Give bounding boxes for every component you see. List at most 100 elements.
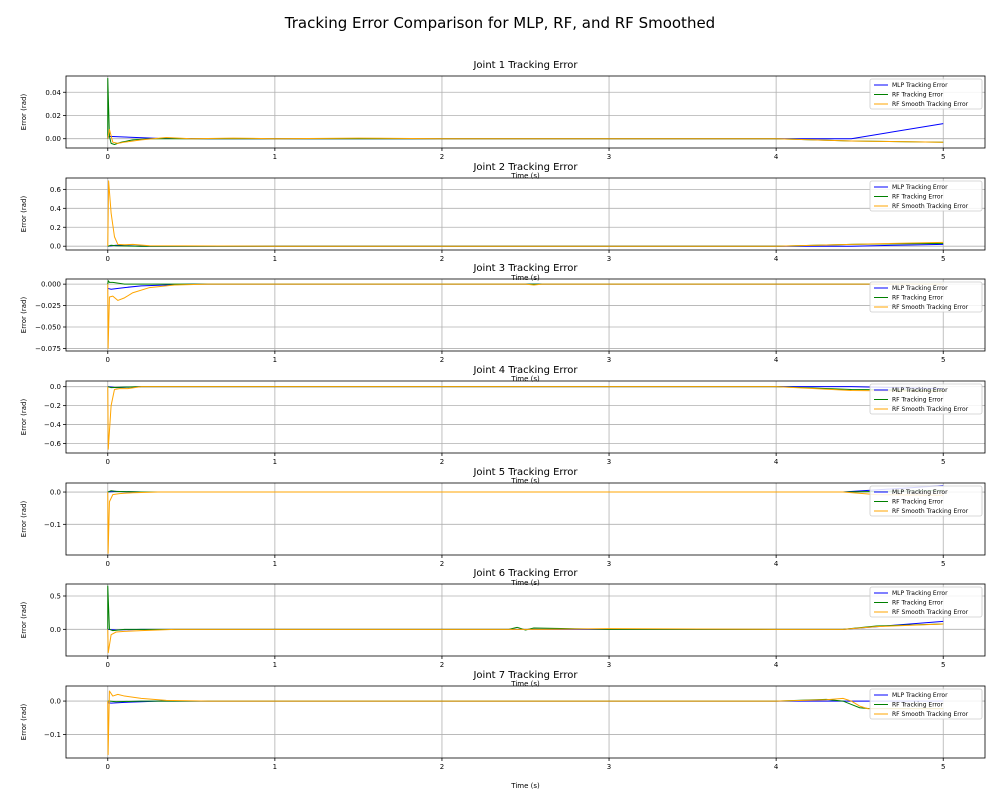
legend-entry: RF Smooth Tracking Error <box>892 304 969 311</box>
x-tick-label: 5 <box>941 661 945 669</box>
legend-box <box>869 688 983 720</box>
y-axis-label: Error (rad) <box>20 501 28 538</box>
legend: MLP Tracking Error RF Tracking Error RF Sm… <box>869 688 983 720</box>
series-line-rf-smooth <box>107 491 944 554</box>
legend-entry: MLP Tracking Error <box>892 285 948 292</box>
legend-box <box>869 383 983 415</box>
x-tick-label: 5 <box>941 356 945 364</box>
y-tick-label: −0.075 <box>35 345 61 353</box>
y-tick-label: 0.5 <box>50 593 61 601</box>
y-tick-label: −0.1 <box>44 521 61 529</box>
legend-entry: MLP Tracking Error <box>892 82 948 89</box>
x-tick-label: 3 <box>607 255 611 263</box>
x-tick-label: 4 <box>774 661 779 669</box>
x-axis-label: Time (s) <box>510 375 540 383</box>
x-tick-label: 0 <box>106 153 110 161</box>
legend-entry: RF Smooth Tracking Error <box>892 406 969 413</box>
legend-box <box>869 586 983 618</box>
x-tick-label: 5 <box>941 255 945 263</box>
x-tick-label: 4 <box>774 560 779 568</box>
x-tick-label: 4 <box>774 153 779 161</box>
y-tick-label: 0.2 <box>50 224 61 232</box>
x-tick-label: 4 <box>774 356 779 364</box>
x-tick-label: 1 <box>273 458 277 466</box>
series-line-rf <box>107 77 944 146</box>
y-tick-label: 0.04 <box>45 89 61 97</box>
subplot-title: Joint 6 Tracking Error <box>472 568 578 579</box>
axes-frame <box>65 278 986 352</box>
y-tick-label: 0.6 <box>50 186 62 194</box>
subplot-joint-1: Joint 1 Tracking Error 0 1 2 3 4 5 0.00 0.02 0.04… <box>20 60 986 180</box>
y-tick-label: −0.050 <box>35 324 61 332</box>
x-tick-label: 1 <box>273 560 277 568</box>
series-line-rf-smooth <box>107 690 944 756</box>
axes-frame <box>65 583 986 657</box>
subplot-title: Joint 3 Tracking Error <box>472 263 578 274</box>
y-tick-label: 0.02 <box>45 112 61 120</box>
axes-frame <box>65 75 986 149</box>
x-tick-label: 3 <box>607 560 611 568</box>
series-line-rf-smooth <box>107 180 944 247</box>
y-tick-label: 0.0 <box>50 243 61 251</box>
legend-box <box>869 485 983 517</box>
x-axis-label: Time (s) <box>510 680 540 688</box>
x-tick-label: 0 <box>106 661 110 669</box>
subplot-joint-5: Joint 5 Tracking Error 0 1 2 3 4 5 0.0 −0.1 Time … <box>20 467 986 587</box>
x-tick-label: 4 <box>774 458 779 466</box>
legend-entry: RF Tracking Error <box>892 397 944 404</box>
x-tick-label: 3 <box>607 458 611 466</box>
axes-frame <box>65 685 986 759</box>
legend-box <box>869 180 983 212</box>
axes-frame <box>65 380 986 454</box>
x-tick-label: 5 <box>941 560 945 568</box>
y-tick-label: 0.00 <box>45 135 61 143</box>
x-tick-label: 0 <box>106 255 110 263</box>
legend-entry: RF Smooth Tracking Error <box>892 609 969 616</box>
x-tick-label: 0 <box>106 560 110 568</box>
subplot-title: Joint 1 Tracking Error <box>472 60 578 71</box>
y-tick-label: −0.025 <box>35 302 61 310</box>
legend-entry: MLP Tracking Error <box>892 489 948 496</box>
x-tick-label: 4 <box>774 255 779 263</box>
series-line-mlp <box>107 123 944 140</box>
legend-entry: RF Smooth Tracking Error <box>892 101 969 108</box>
axes-frame <box>65 177 986 251</box>
series-line-rf-smooth <box>107 128 944 144</box>
y-tick-label: 0.0 <box>50 626 61 634</box>
series-line-rf-smooth <box>107 386 944 450</box>
y-axis-label: Error (rad) <box>20 94 28 131</box>
series-line-rf-smooth <box>107 623 944 654</box>
x-tick-label: 5 <box>941 153 945 161</box>
legend-box <box>869 281 983 313</box>
x-tick-label: 2 <box>440 661 444 669</box>
x-tick-label: 3 <box>607 763 611 771</box>
axes-frame <box>65 482 986 556</box>
x-tick-label: 3 <box>607 356 611 364</box>
subplot-joint-7: Joint 7 Tracking Error 0 1 2 3 4 5 0.0 −0.1 Time … <box>20 670 986 790</box>
legend-entry: MLP Tracking Error <box>892 692 948 699</box>
y-axis-label: Error (rad) <box>20 297 28 334</box>
y-tick-label: −0.6 <box>44 440 62 448</box>
x-axis-label: Time (s) <box>510 782 540 790</box>
legend: MLP Tracking Error RF Tracking Error RF Sm… <box>869 281 983 313</box>
subplot-title: Joint 2 Tracking Error <box>472 162 578 173</box>
x-axis-label: Time (s) <box>510 274 540 282</box>
x-tick-label: 0 <box>106 763 110 771</box>
legend-entry: MLP Tracking Error <box>892 387 948 394</box>
x-axis-label: Time (s) <box>510 172 540 180</box>
x-axis-label: Time (s) <box>510 579 540 587</box>
y-tick-label: −0.1 <box>44 731 61 739</box>
legend-entry: RF Tracking Error <box>892 499 944 506</box>
legend-entry: MLP Tracking Error <box>892 590 948 597</box>
x-tick-label: 4 <box>774 763 779 771</box>
legend-entry: RF Tracking Error <box>892 194 944 201</box>
y-tick-label: 0.4 <box>50 205 62 213</box>
x-tick-label: 1 <box>273 661 277 669</box>
x-tick-label: 1 <box>273 255 277 263</box>
x-tick-label: 2 <box>440 458 444 466</box>
legend: MLP Tracking Error RF Tracking Error RF Sm… <box>869 180 983 212</box>
y-axis-label: Error (rad) <box>20 602 28 639</box>
y-tick-label: 0.0 <box>50 698 61 706</box>
